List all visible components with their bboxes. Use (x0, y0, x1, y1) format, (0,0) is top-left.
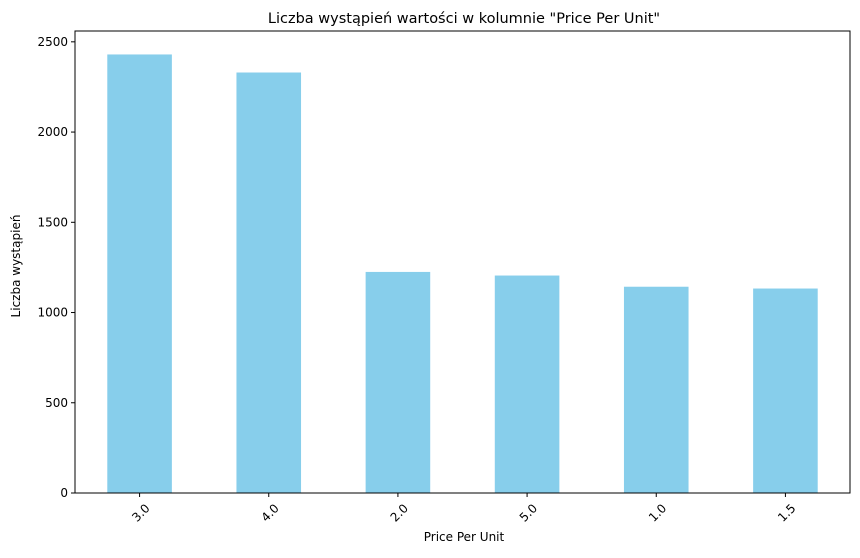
y-tick-label: 2500 (37, 35, 68, 49)
x-axis-label: Price Per Unit (424, 530, 505, 544)
bar-2.0 (365, 271, 431, 493)
bar-4.0 (236, 72, 302, 493)
bar-5.0 (494, 275, 560, 493)
x-tick-label: 3.0 (129, 501, 152, 524)
y-tick-label: 1000 (37, 306, 68, 320)
y-tick-label: 1500 (37, 215, 68, 229)
x-tick-label: 5.0 (517, 501, 540, 524)
x-tick-label: 4.0 (258, 501, 281, 524)
x-tick-label: 2.0 (388, 501, 411, 524)
y-axis-ticks: 0 500 1000 1500 2000 2500 (37, 35, 75, 500)
y-tick-label: 500 (45, 396, 68, 410)
x-axis-ticks: 3.0 4.0 2.0 5.0 1.0 1.5 (129, 493, 798, 525)
x-tick-label: 1.5 (775, 501, 798, 524)
plot-frame (74, 30, 851, 494)
bar-1.5 (753, 288, 818, 493)
bar-1.0 (623, 286, 689, 493)
bar-3.0 (107, 54, 172, 493)
y-tick-label: 0 (60, 486, 68, 500)
chart-title: Liczba wystąpień wartości w kolumnie "Pr… (268, 11, 660, 27)
y-axis-label: Liczba wystąpień (9, 215, 23, 318)
y-tick-label: 2000 (37, 125, 68, 139)
bars-group (107, 54, 818, 493)
x-tick-label: 1.0 (646, 501, 669, 524)
